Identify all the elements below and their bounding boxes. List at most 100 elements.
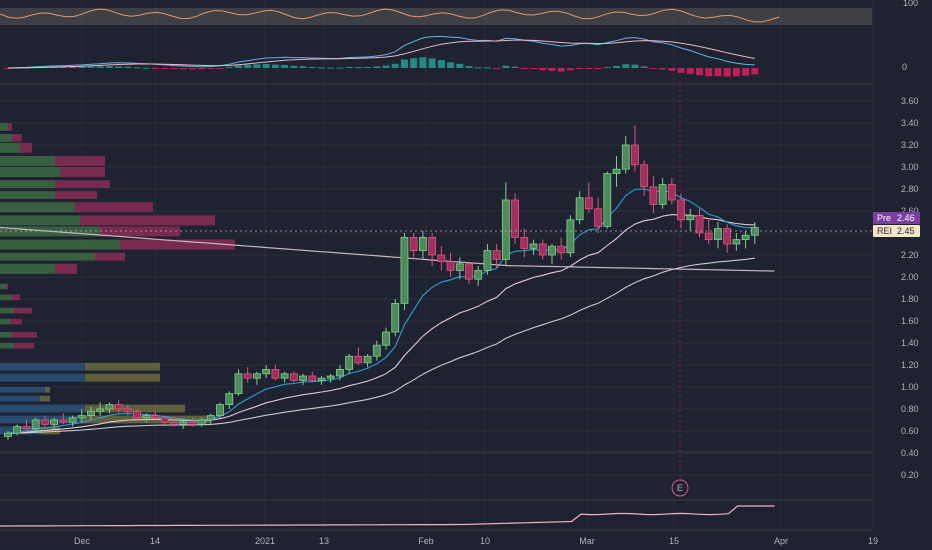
macd-histogram-bar <box>142 67 150 69</box>
candle-body <box>566 219 575 254</box>
time-tick-label: 14 <box>150 536 160 546</box>
macd-histogram-bar <box>161 68 169 69</box>
earnings-icon[interactable] <box>671 479 689 497</box>
price-tick-label: 1.40 <box>901 338 919 348</box>
macd-panel <box>4 35 759 77</box>
candle-body <box>280 373 289 379</box>
candle-body <box>253 373 261 379</box>
macd-histogram-bar <box>520 68 528 69</box>
candle-body <box>649 186 658 205</box>
macd-histogram-bar <box>603 67 611 69</box>
time-tick-label: 13 <box>319 536 329 546</box>
pre-tag-label: Pre <box>877 213 891 223</box>
price-tick-label: 3.20 <box>901 140 919 150</box>
candle-body <box>428 236 437 256</box>
time-axis[interactable]: Dec 14 2021 13 Feb 10 Mar 15 Apr 19 <box>74 536 878 546</box>
macd-histogram-bar <box>133 67 141 69</box>
candle-body <box>714 228 722 241</box>
candle-body <box>640 164 649 188</box>
macd-tick-label: 0 <box>902 62 907 72</box>
macd-histogram-bar <box>364 66 372 68</box>
candle-body <box>216 404 224 417</box>
volume-profile-up-bar <box>0 415 80 424</box>
candle-body <box>584 197 593 210</box>
candlesticks <box>4 125 759 440</box>
candle-body <box>40 419 49 425</box>
macd-histogram-bar <box>327 67 335 69</box>
macd-histogram-bar <box>742 68 750 76</box>
macd-histogram-bar <box>493 68 501 69</box>
time-tick-label: 19 <box>868 536 878 546</box>
time-tick-label: 10 <box>480 536 490 546</box>
price-tick-label: 0.20 <box>901 470 919 480</box>
candle-body <box>133 410 141 419</box>
candle-body <box>621 144 630 170</box>
volume-profile-down-bar <box>20 142 32 153</box>
candle-body <box>354 355 363 364</box>
volume-profile-up-bar <box>0 307 14 314</box>
candle-body <box>22 426 31 430</box>
candle-body <box>4 432 12 437</box>
candle-body <box>225 393 234 406</box>
macd-histogram-bar <box>668 68 676 71</box>
candle-body <box>603 173 612 227</box>
macd-histogram-bar <box>557 68 565 72</box>
time-tick-label: 15 <box>669 536 679 546</box>
macd-histogram-bar <box>456 63 464 68</box>
volume-panel <box>0 505 775 527</box>
macd-histogram-bar <box>124 66 132 68</box>
macd-histogram-bar <box>253 64 261 68</box>
macd-histogram-bar <box>511 66 519 68</box>
macd-histogram-bar <box>373 66 381 68</box>
candle-body <box>455 263 464 271</box>
price-tick-label: 1.00 <box>901 382 919 392</box>
macd-histogram-bar <box>622 64 630 68</box>
volume-profile-down-bar <box>85 362 160 371</box>
candle-body <box>612 168 621 174</box>
volume-profile-down-bar <box>12 134 22 142</box>
macd-histogram-bar <box>170 68 178 70</box>
earnings-marker[interactable]: E <box>671 80 689 497</box>
macd-histogram-bar <box>216 68 224 69</box>
candle-body <box>483 250 492 271</box>
macd-histogram-bar <box>299 66 307 68</box>
time-tick-label: Mar <box>579 536 595 546</box>
macd-histogram-bar <box>594 68 602 70</box>
macd-line <box>7 35 755 69</box>
macd-histogram-bar <box>271 64 279 68</box>
price-tick-label: 3.60 <box>901 96 919 106</box>
macd-histogram-bar <box>410 58 418 68</box>
price-axis[interactable]: 3.603.403.203.002.802.602.402.202.001.80… <box>901 0 919 480</box>
candle-body <box>114 404 123 410</box>
moving-averages <box>0 188 775 434</box>
volume-profile-up-bar <box>0 142 20 153</box>
price-tick-label: 0.40 <box>901 448 919 458</box>
price-tick-label: 2.60 <box>901 206 919 216</box>
candle-body <box>631 144 639 166</box>
macd-histogram-bar <box>714 68 722 77</box>
volume-profile-down-bar <box>40 395 50 402</box>
volume-profile-up-bar <box>0 294 12 301</box>
volume-profile-up-bar <box>0 180 55 188</box>
macd-histogram-bar <box>152 68 160 69</box>
volume-profile-down-bar <box>55 191 97 199</box>
candle-body <box>68 417 77 423</box>
candle-body <box>234 373 243 394</box>
volume-profile-down-bar <box>45 387 50 393</box>
volume-profile-up-bar <box>0 156 55 166</box>
volume-profile-up-bar <box>0 332 12 338</box>
macd-histogram-bar <box>235 65 242 68</box>
candle-body <box>326 375 335 379</box>
macd-histogram-bar <box>59 66 67 68</box>
candle-body <box>197 419 206 425</box>
macd-histogram-bar <box>585 68 593 69</box>
macd-histogram-bar <box>345 66 353 68</box>
volume-profile-up-bar <box>0 215 80 226</box>
candle-body <box>59 419 68 423</box>
price-tick-label: 1.80 <box>901 294 919 304</box>
macd-histogram-bar <box>483 67 491 69</box>
candle-body <box>188 421 197 425</box>
volume-profile-up-bar <box>0 239 120 250</box>
